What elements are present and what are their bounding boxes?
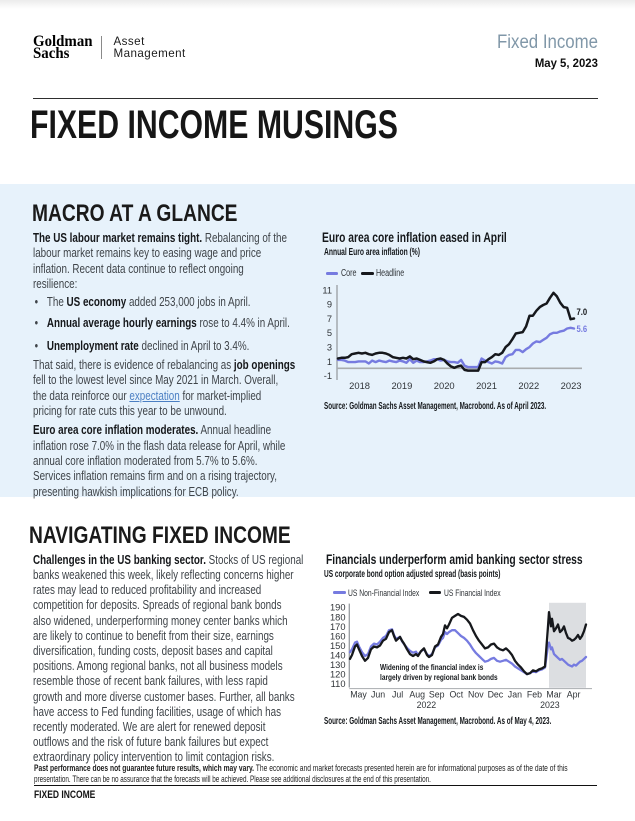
svg-text:7: 7 (327, 314, 332, 324)
svg-text:110: 110 (331, 679, 346, 689)
svg-text:130: 130 (330, 660, 346, 670)
svg-text:Oct: Oct (449, 690, 463, 700)
svg-text:Nov: Nov (468, 690, 484, 700)
svg-text:2018: 2018 (349, 380, 370, 391)
svg-text:Jul: Jul (392, 690, 403, 700)
svg-text:150: 150 (330, 641, 346, 651)
svg-text:2022: 2022 (417, 700, 437, 710)
svg-text:Jun: Jun (371, 690, 385, 700)
svg-text:May: May (350, 690, 367, 700)
svg-text:140: 140 (330, 651, 346, 661)
svg-text:3: 3 (327, 343, 332, 353)
svg-text:Sep: Sep (429, 690, 445, 700)
svg-text:120: 120 (330, 670, 346, 680)
svg-text:5.6: 5.6 (577, 323, 588, 334)
svg-text:2020: 2020 (434, 380, 455, 391)
svg-text:5: 5 (327, 328, 332, 338)
svg-text:2022: 2022 (518, 380, 539, 391)
svg-text:2021: 2021 (476, 380, 497, 391)
svg-text:180: 180 (330, 612, 346, 622)
svg-text:7.0: 7.0 (577, 306, 588, 317)
svg-text:170: 170 (330, 622, 346, 632)
svg-text:1: 1 (327, 357, 332, 367)
svg-text:Jan: Jan (508, 690, 522, 700)
svg-text:Apr: Apr (567, 690, 581, 700)
svg-text:Aug: Aug (409, 690, 425, 700)
svg-text:Mar: Mar (546, 690, 561, 700)
svg-text:2023: 2023 (561, 380, 582, 391)
svg-text:11: 11 (322, 285, 332, 295)
svg-text:190: 190 (330, 603, 346, 613)
svg-text:Feb: Feb (527, 690, 542, 700)
svg-text:2019: 2019 (391, 380, 412, 391)
svg-text:9: 9 (327, 300, 332, 310)
svg-text:160: 160 (330, 631, 346, 641)
svg-text:2023: 2023 (540, 700, 560, 710)
svg-text:-1: -1 (324, 371, 332, 381)
svg-text:Dec: Dec (488, 690, 504, 700)
